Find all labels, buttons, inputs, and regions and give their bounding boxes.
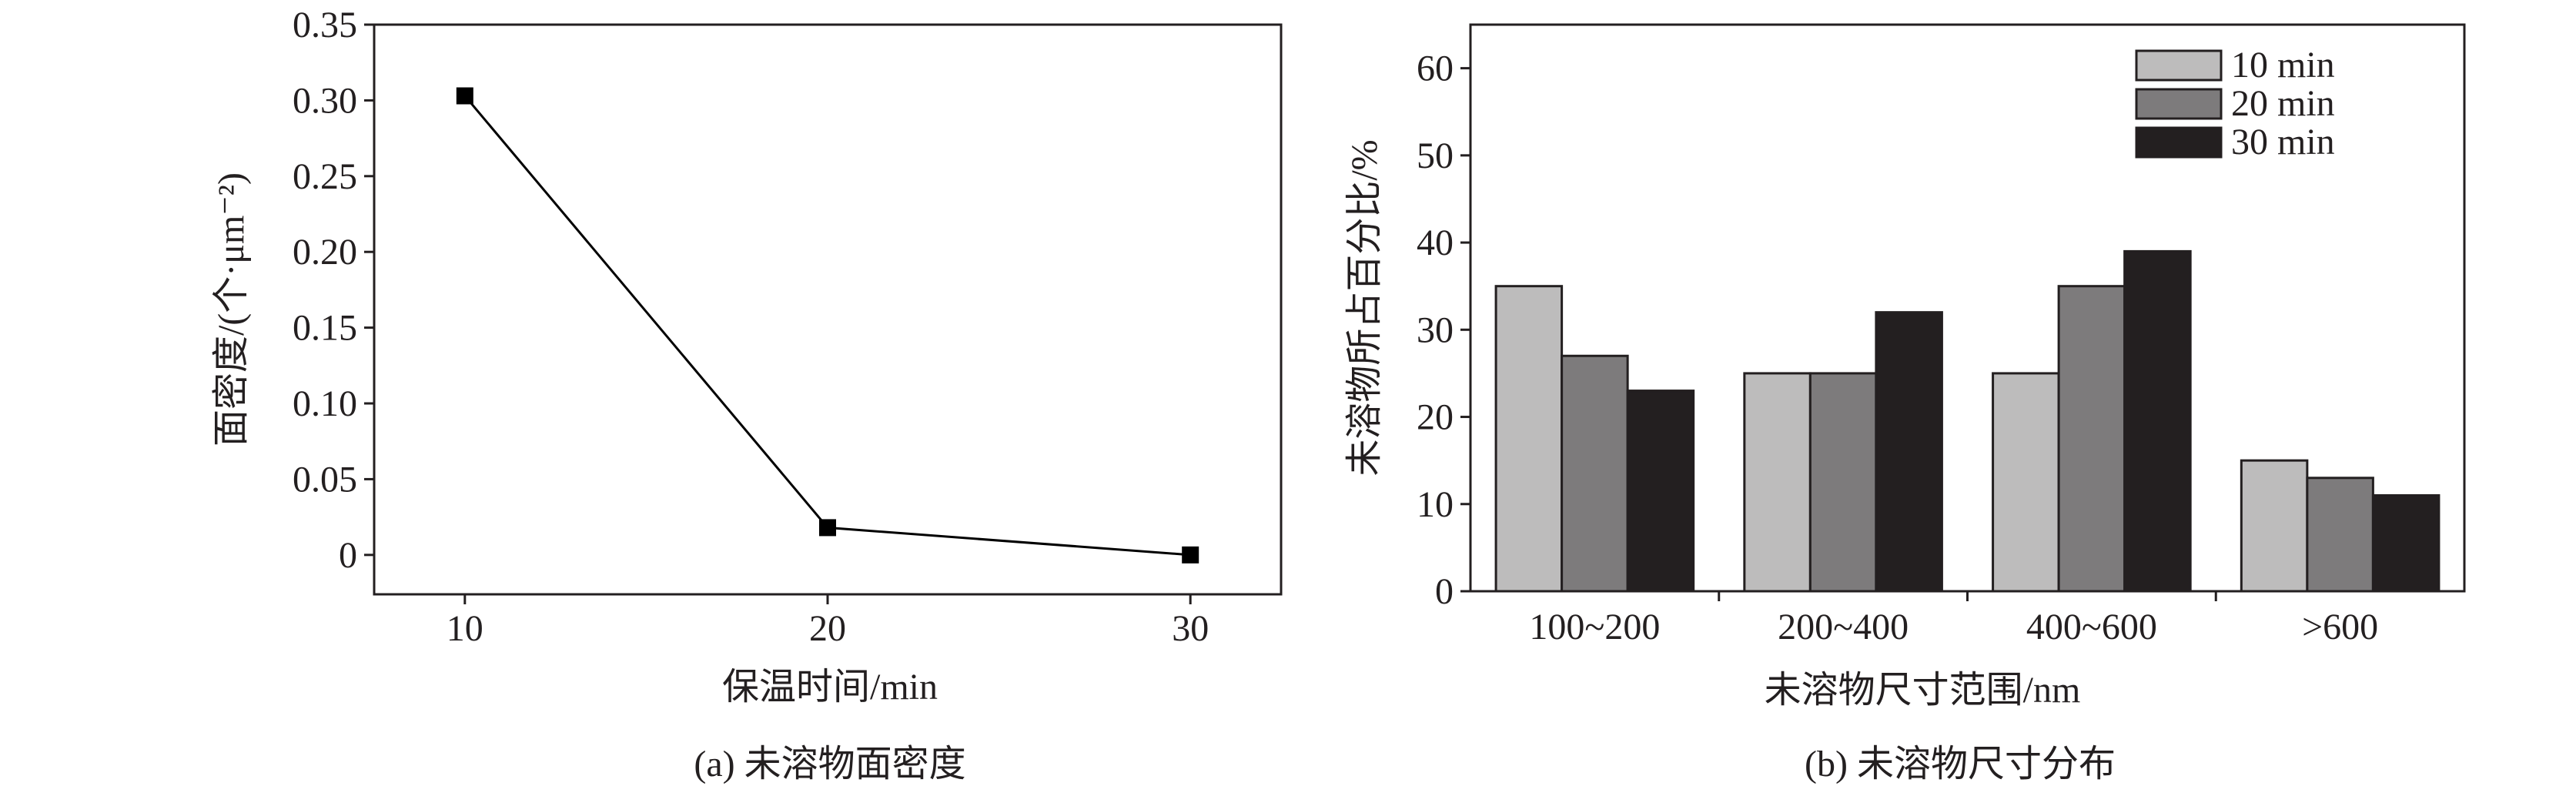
x-tick-label: 30 [1172, 608, 1209, 649]
y-tick-label: 40 [1417, 222, 1454, 263]
y-tick-label: 0.30 [293, 80, 357, 121]
y-tick-label: 10 [1417, 484, 1454, 525]
x-tick-label: 10 [447, 608, 483, 649]
bar [1875, 311, 1943, 593]
bar [1992, 372, 2060, 593]
x-tick-label: 20 [809, 608, 846, 649]
chart-a-ylabel: 面密度/(个·μm⁻²) [211, 172, 252, 447]
bar [1808, 372, 1878, 593]
data-point-marker [456, 87, 473, 105]
y-tick-label: 50 [1417, 135, 1454, 176]
bar [1743, 372, 1812, 593]
bar [2057, 285, 2126, 593]
y-tick-label: 0.25 [293, 156, 357, 197]
bar [1626, 390, 1695, 593]
x-tick-label: 100~200 [1529, 607, 1660, 647]
y-tick-label: 0 [1435, 571, 1454, 612]
x-tick-label: 200~400 [1778, 607, 1909, 647]
bar [2371, 493, 2441, 593]
y-tick-label: 0.20 [293, 232, 357, 273]
chart-b-size-distribution: (b) 未溶物尺寸分布 未溶物尺寸范围/nm 未溶物所占百分比/% 0 10 20 3… [1344, 23, 2466, 784]
bar [2123, 249, 2192, 593]
chart-a-surface-density: (a) 未溶物面密度 保温时间/min 面密度/(个·μm⁻²) 0 0.05 0.… [211, 5, 1283, 784]
bar [1494, 285, 1564, 593]
data-point-marker [819, 519, 836, 537]
y-tick-label: 0 [339, 535, 357, 576]
plot-frame [373, 23, 1283, 596]
x-tick-label: >600 [2302, 607, 2378, 647]
y-tick-label: 0.15 [293, 308, 357, 349]
legend-swatch [2135, 88, 2223, 120]
y-tick-label: 20 [1417, 397, 1454, 438]
y-tick-label: 0.05 [293, 459, 357, 500]
legend-label: 30 min [2231, 122, 2335, 162]
chart-a-xlabel: 保温时间/min [722, 667, 938, 707]
y-tick-label: 0.10 [293, 383, 357, 424]
x-tick-label: 400~600 [2026, 607, 2157, 647]
bar [1561, 354, 1629, 593]
legend-swatch [2135, 126, 2223, 159]
data-line [463, 95, 1191, 557]
y-tick-label: 30 [1417, 309, 1454, 350]
bar [2306, 477, 2374, 593]
chart-b-caption: (b) 未溶物尺寸分布 [1805, 744, 2116, 784]
legend-label: 10 min [2231, 45, 2335, 85]
legend-swatch [2135, 49, 2223, 82]
chart-a-caption: (a) 未溶物面密度 [694, 744, 965, 784]
bar [2240, 459, 2309, 593]
chart-b-xlabel: 未溶物尺寸范围/nm [1765, 670, 2081, 711]
data-point-marker [1182, 546, 1199, 564]
y-tick-label: 60 [1417, 48, 1454, 89]
legend-label: 20 min [2231, 83, 2335, 124]
chart-b-ylabel: 未溶物所占百分比/% [1344, 139, 1385, 476]
y-tick-label: 0.35 [293, 5, 357, 45]
